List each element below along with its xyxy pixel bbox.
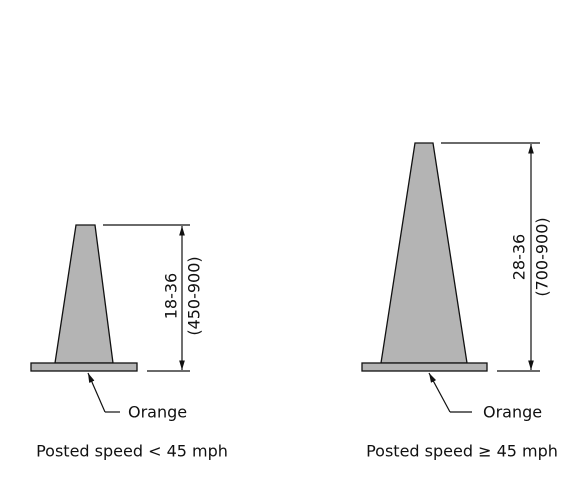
caption: Posted speed < 45 mph [36,442,228,461]
color-label: Orange [483,403,542,422]
caption: Posted speed ≥ 45 mph [366,442,558,461]
color-label: Orange [128,403,187,422]
cone-base [361,362,488,372]
leader-arrow [87,372,106,413]
height-inches: 18-36 [162,273,181,320]
cone-large: 28-36 (700-900) Orange Posted speed ≥ 45… [361,142,558,461]
height-mm: (700-900) [533,217,552,296]
cone-base [30,362,138,372]
height-mm: (450-900) [185,256,204,335]
leader-arrow [428,372,451,413]
cone-body [54,224,114,364]
height-inches: 28-36 [510,234,529,281]
cone-body [380,142,468,364]
cone-small: 18-36 (450-900) Orange Posted speed < 45… [30,224,228,461]
